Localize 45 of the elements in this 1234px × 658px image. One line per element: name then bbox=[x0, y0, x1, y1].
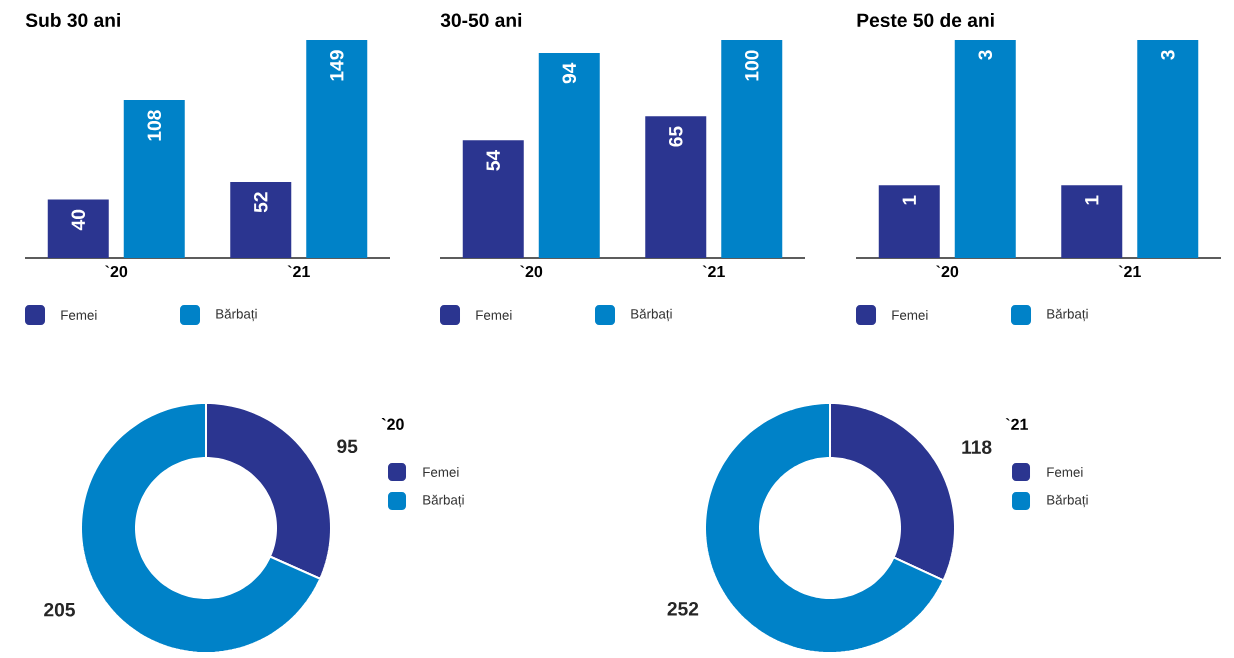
data-label: 1 bbox=[1085, 195, 1099, 205]
data-label: 252 bbox=[667, 602, 699, 616]
chart-title: Sub 30 ani bbox=[25, 12, 120, 28]
legend-label: Bărbați bbox=[1047, 494, 1088, 508]
x-tick-label: `21 bbox=[287, 265, 310, 278]
bar bbox=[538, 53, 600, 258]
legend-label: Femei bbox=[423, 467, 459, 477]
legend-label: Bărbați bbox=[1047, 308, 1088, 322]
chart-title: Peste 50 de ani bbox=[857, 12, 994, 28]
legend-label: Bărbați bbox=[216, 308, 257, 322]
chart-title: 30-50 ani bbox=[440, 12, 522, 28]
data-label: 52 bbox=[253, 192, 268, 213]
legend-label: Bărbați bbox=[631, 308, 672, 322]
data-label: 65 bbox=[668, 126, 683, 147]
data-label: 40 bbox=[71, 209, 86, 231]
x-tick-label: `20 bbox=[105, 265, 128, 278]
bar bbox=[645, 116, 707, 258]
data-label: 205 bbox=[44, 602, 75, 617]
legend-title: `20 bbox=[381, 418, 404, 430]
legend-label: Bărbați bbox=[423, 494, 464, 508]
data-label: 118 bbox=[962, 440, 992, 454]
bar bbox=[721, 40, 783, 258]
bar bbox=[47, 199, 109, 258]
data-label: 95 bbox=[337, 439, 358, 454]
bar bbox=[306, 40, 368, 258]
x-tick-label: `20 bbox=[520, 265, 543, 278]
legend-title: `21 bbox=[1005, 418, 1028, 430]
data-label: 149 bbox=[329, 50, 344, 81]
legend-label: Femei bbox=[892, 310, 928, 320]
data-label: 108 bbox=[147, 110, 162, 141]
data-label: 54 bbox=[486, 149, 500, 171]
data-label: 3 bbox=[978, 50, 993, 60]
data-label: 94 bbox=[562, 62, 577, 84]
data-label: 1 bbox=[902, 195, 916, 205]
data-label: 100 bbox=[744, 50, 759, 81]
legend-label: Femei bbox=[476, 310, 512, 320]
bar bbox=[462, 140, 524, 258]
bar bbox=[123, 99, 185, 258]
x-tick-label: `21 bbox=[1118, 265, 1141, 278]
legend-label: Femei bbox=[61, 310, 97, 320]
x-tick-label: `21 bbox=[702, 265, 725, 278]
legend-label: Femei bbox=[1047, 467, 1083, 477]
bar bbox=[230, 181, 292, 258]
x-tick-label: `20 bbox=[936, 265, 959, 278]
data-label: 3 bbox=[1160, 50, 1175, 60]
